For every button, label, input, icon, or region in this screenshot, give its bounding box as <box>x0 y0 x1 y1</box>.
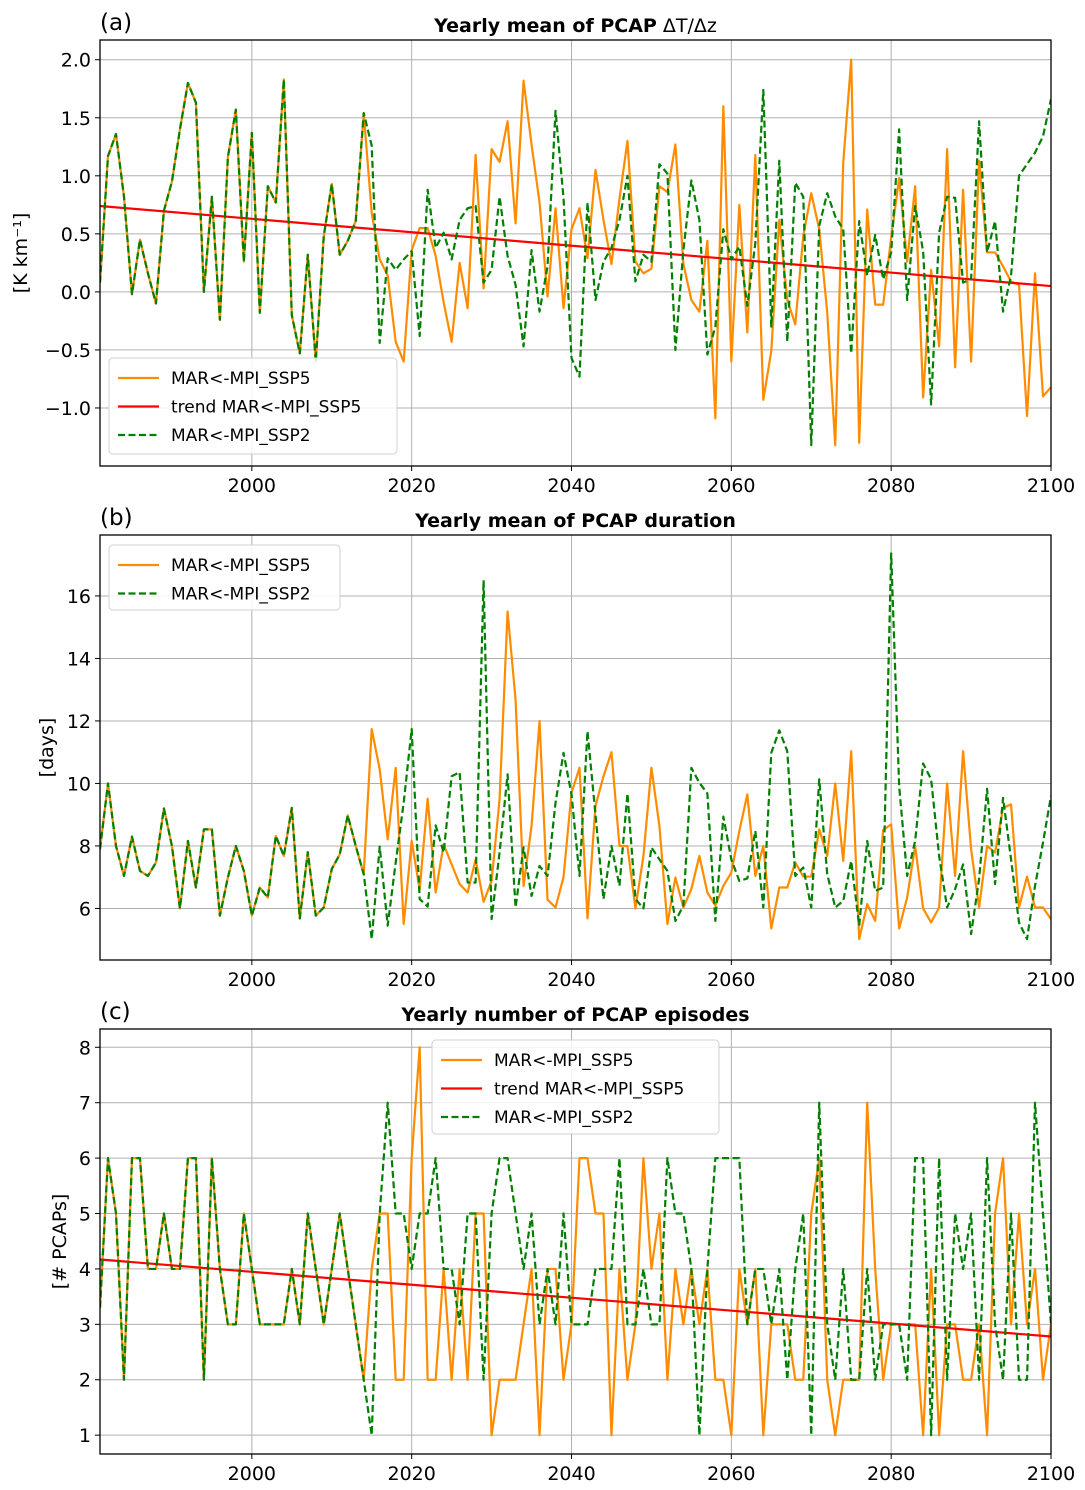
panel-a: 2000 2020 2040 2060 2080 2100 −1.0 −0.5 0.0 0.5 1.… <box>10 10 1075 497</box>
chart-title: Yearly number of PCAP episodes <box>400 1004 749 1026</box>
y-tick-label: 0.0 <box>61 282 91 304</box>
y-axis-label: [days] <box>36 718 58 778</box>
x-tick-label: 2020 <box>387 1463 435 1485</box>
x-tick-label: 2020 <box>387 475 435 497</box>
panel-c: 2000 2020 2040 2060 2080 2100 1 2 3 4 5 6 7 8 (c) Yearl… <box>49 999 1075 1485</box>
chart-title: Yearly mean of PCAP ΔT/Δz <box>433 15 717 37</box>
x-tick-label: 2000 <box>228 475 276 497</box>
x-tick-label: 2000 <box>228 1463 276 1485</box>
legend-entry: MAR<-MPI_SSP5 <box>171 556 311 576</box>
y-axis-label: [# PCAPs] <box>49 1194 71 1290</box>
y-tick-label: 8 <box>79 836 91 858</box>
y-tick-label: 6 <box>79 898 91 920</box>
x-tick-label: 2080 <box>867 475 915 497</box>
legend: MAR<-MPI_SSP5 MAR<-MPI_SSP2 <box>108 544 341 611</box>
x-tick-label: 2060 <box>707 475 755 497</box>
y-tick-label: 4 <box>79 1259 91 1281</box>
y-tick-label: 16 <box>67 586 91 608</box>
y-tick-label: 7 <box>79 1093 91 1115</box>
legend-entry: MAR<-MPI_SSP5 <box>494 1051 634 1071</box>
series-line-trend-ssp5 <box>100 204 1051 288</box>
y-tick-label: 6 <box>79 1148 91 1170</box>
legend-entry: trend MAR<-MPI_SSP5 <box>171 398 361 418</box>
y-tick-label: 1.0 <box>61 166 91 188</box>
y-tick-label: 1 <box>79 1425 91 1447</box>
y-tick-label: −1.0 <box>45 398 91 420</box>
series-line-ssp2 <box>100 78 1051 447</box>
legend-entry: MAR<-MPI_SSP2 <box>494 1108 634 1128</box>
x-tick-label: 2080 <box>867 969 915 991</box>
series-line-ssp2 <box>100 552 1051 941</box>
y-tick-label: 14 <box>67 648 91 670</box>
y-tick-label: 8 <box>79 1037 91 1059</box>
panel-label: (a) <box>100 10 132 36</box>
x-tick-label: 2060 <box>707 1463 755 1485</box>
series-line-ssp2 <box>100 1101 1051 1437</box>
x-tick-label: 2040 <box>547 1463 595 1485</box>
legend-entry: trend MAR<-MPI_SSP5 <box>494 1080 684 1100</box>
y-tick-label: 2 <box>79 1370 91 1392</box>
y-tick-label: 1.5 <box>61 108 91 130</box>
x-tick-label: 2040 <box>547 475 595 497</box>
y-tick-label: 12 <box>67 711 91 733</box>
legend-entry: MAR<-MPI_SSP2 <box>171 426 311 446</box>
y-tick-label: 0.5 <box>61 224 91 246</box>
x-tick-label: 2040 <box>547 969 595 991</box>
series-line-ssp5 <box>100 610 1051 941</box>
chart-title: Yearly mean of PCAP duration <box>414 510 736 532</box>
y-tick-label: 10 <box>67 773 91 795</box>
x-tick-label: 2020 <box>387 969 435 991</box>
x-tick-label: 2100 <box>1027 475 1075 497</box>
panel-label: (c) <box>100 999 131 1025</box>
x-tick-label: 2100 <box>1027 1463 1075 1485</box>
axes-frame <box>99 1028 1052 1455</box>
y-axis-label: [K km⁻¹] <box>10 213 32 293</box>
x-tick-label: 2100 <box>1027 969 1075 991</box>
legend-entry: MAR<-MPI_SSP2 <box>171 585 311 605</box>
y-tick-label: 5 <box>79 1204 91 1226</box>
y-tick-label: −0.5 <box>45 340 91 362</box>
panel-label: (b) <box>100 505 133 531</box>
x-tick-label: 2080 <box>867 1463 915 1485</box>
axes-frame <box>99 39 1052 467</box>
panel-b: 2000 2020 2040 2060 2080 2100 6 8 10 12 14 16 (b) Yea… <box>36 505 1075 991</box>
y-tick-label: 2.0 <box>61 50 91 72</box>
x-tick-label: 2000 <box>228 969 276 991</box>
axes-frame <box>99 534 1052 961</box>
legend-entry: MAR<-MPI_SSP5 <box>171 369 311 389</box>
y-tick-label: 3 <box>79 1314 91 1336</box>
x-tick-label: 2060 <box>707 969 755 991</box>
